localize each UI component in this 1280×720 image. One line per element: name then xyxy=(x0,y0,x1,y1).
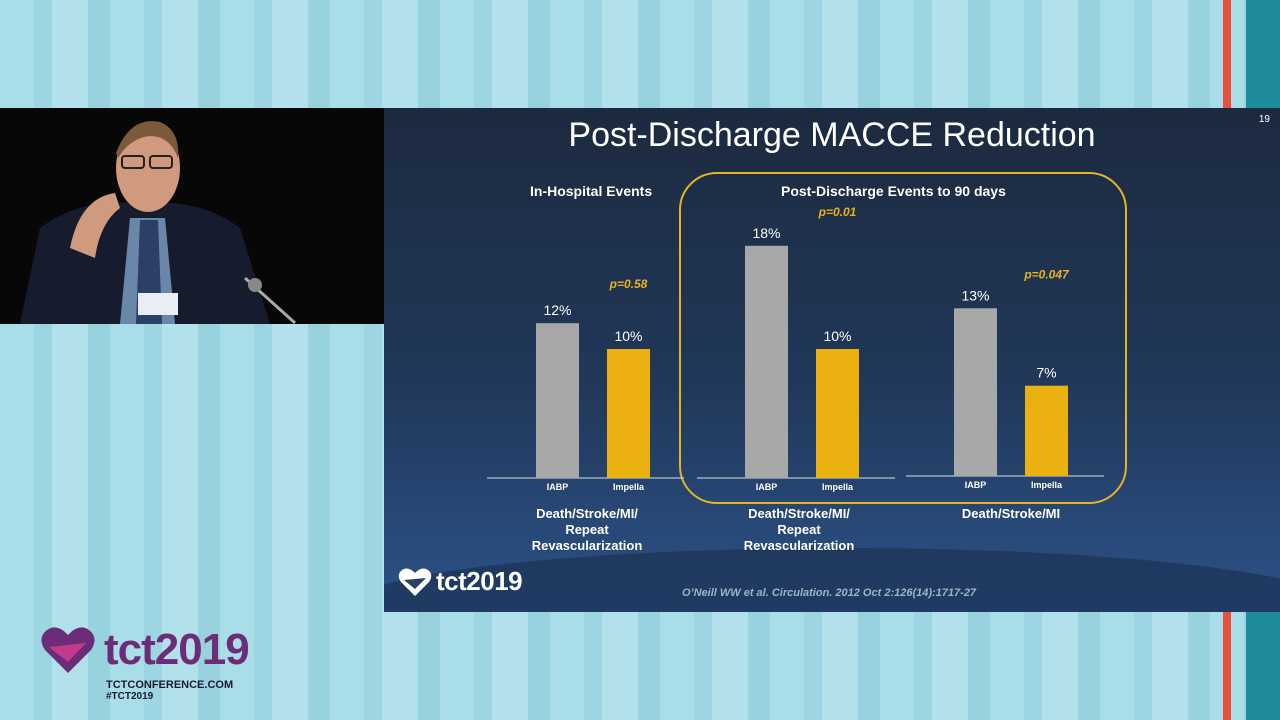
slide-title: Post-Discharge MACCE Reduction xyxy=(568,116,1096,154)
outcome-line: Death/Stroke/MI/ xyxy=(536,506,638,521)
category-label: IABP xyxy=(965,480,987,490)
slide-logo-text: tct2019 xyxy=(436,566,523,596)
speaker-video xyxy=(0,108,384,324)
in-hospital-heading: In-Hospital Events xyxy=(530,183,653,199)
footer-hashtag: #TCT2019 xyxy=(106,691,154,702)
bar-impella xyxy=(607,349,650,478)
p-value-label: p=0.58 xyxy=(609,277,648,291)
footer-logo: tct2019 xyxy=(40,625,250,675)
speaker-image xyxy=(0,108,384,324)
outcome-line: Repeat xyxy=(565,522,609,537)
outcome-line: Revascularization xyxy=(743,538,855,553)
bar-charts: 12% IABP 10% Impella p=0.58 18% IABP 10% Impella… xyxy=(487,205,1104,492)
value-label: 18% xyxy=(752,225,780,241)
category-label: Impella xyxy=(822,482,854,492)
bar-iabp xyxy=(954,308,997,476)
footer-logo-text: tct2019 xyxy=(104,625,250,674)
outcome-line: Death/Stroke/MI/ xyxy=(748,506,850,521)
bar-iabp xyxy=(745,245,788,478)
heart-logo-icon xyxy=(398,568,432,596)
outcome-line: Repeat xyxy=(777,522,821,537)
bar-impella xyxy=(1025,385,1068,476)
category-label: Impella xyxy=(1031,480,1063,490)
outcome-label-1: Death/Stroke/MI/ Repeat Revascularizatio… xyxy=(507,506,667,554)
value-label: 7% xyxy=(1036,365,1056,381)
value-label: 12% xyxy=(543,302,571,318)
p-value-label: p=0.047 xyxy=(1023,267,1070,281)
category-label: Impella xyxy=(613,482,645,492)
category-label: IABP xyxy=(547,482,569,492)
presentation-slide: Post-Discharge MACCE Reduction 19 In-Hos… xyxy=(384,108,1280,612)
outcome-label-3: Death/Stroke/MI xyxy=(931,506,1091,522)
p-value-label: p=0.01 xyxy=(818,205,857,219)
bar-iabp xyxy=(536,323,579,478)
post-discharge-heading: Post-Discharge Events to 90 days xyxy=(781,183,1006,199)
slide-number: 19 xyxy=(1258,114,1270,125)
heart-logo-icon xyxy=(41,627,95,673)
citation: O’Neill WW et al. Circulation. 2012 Oct … xyxy=(682,587,977,599)
outcome-line: Revascularization xyxy=(531,538,643,553)
outcome-label-2: Death/Stroke/MI/ Repeat Revascularizatio… xyxy=(719,506,879,554)
footer-site-link[interactable]: TCTCONFERENCE.COM xyxy=(106,679,234,691)
outcome-line: Death/Stroke/MI xyxy=(961,506,1061,521)
bar-impella xyxy=(816,349,859,478)
value-label: 10% xyxy=(614,328,642,344)
value-label: 10% xyxy=(823,328,851,344)
slide-logo: tct2019 xyxy=(398,566,523,597)
post-discharge-highlight-box xyxy=(679,172,1127,504)
category-label: IABP xyxy=(756,482,778,492)
value-label: 13% xyxy=(961,287,989,303)
